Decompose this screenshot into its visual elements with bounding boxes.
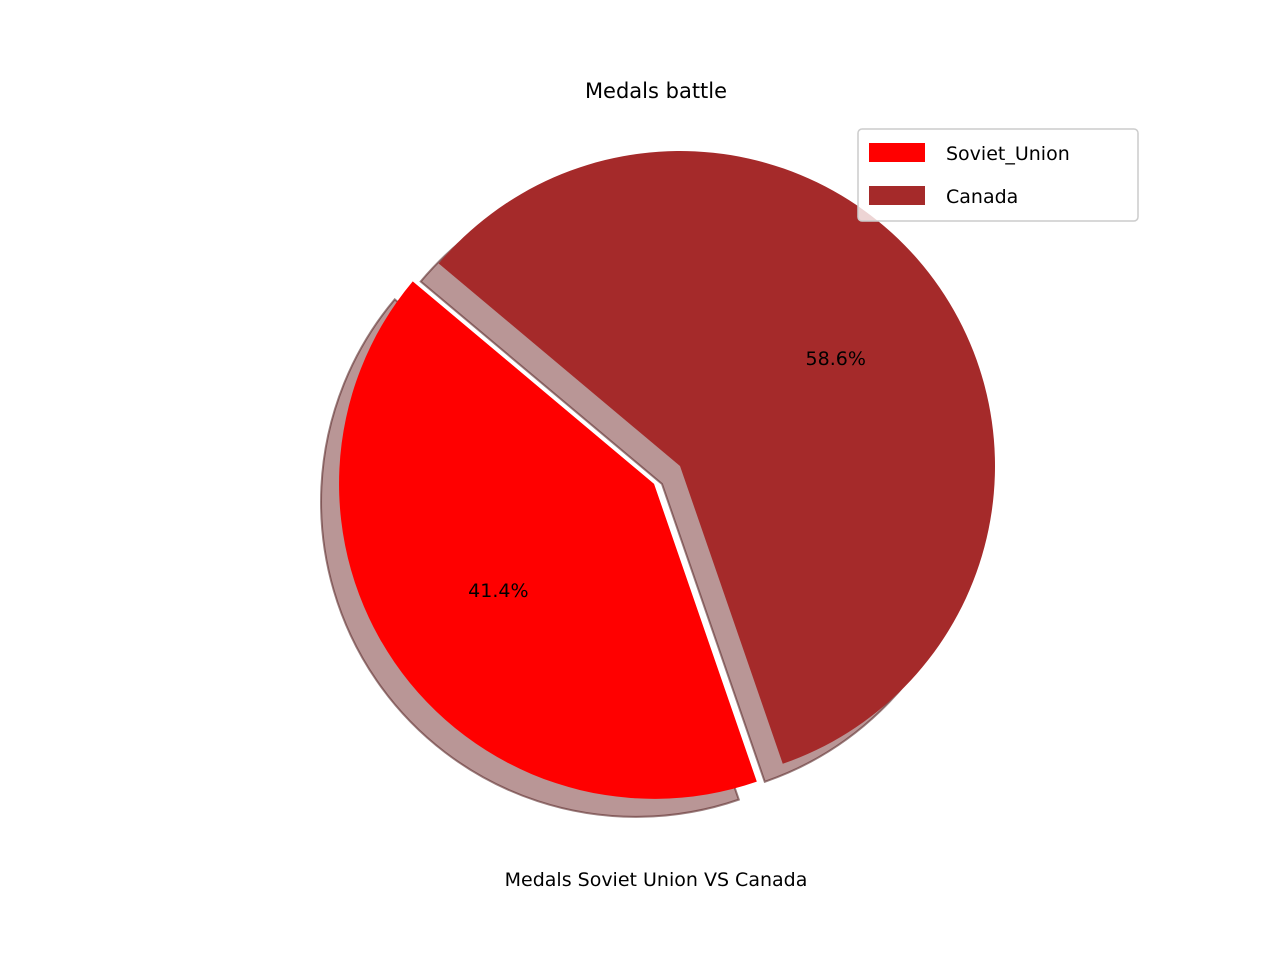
pie-slice-canada bbox=[438, 151, 996, 764]
legend-swatch-canada bbox=[869, 186, 925, 205]
chart-title: Medals battle bbox=[585, 79, 727, 103]
pie-slice-soviet-union bbox=[339, 281, 757, 799]
pct-label-soviet-union: 41.4% bbox=[468, 580, 528, 602]
legend-frame bbox=[857, 128, 1139, 222]
legend-label-canada: Canada bbox=[946, 186, 1018, 208]
legend-label-soviet-union: Soviet_Union bbox=[946, 143, 1070, 165]
pie-slices bbox=[339, 151, 996, 799]
percentage-labels: 41.4% 58.6% bbox=[468, 348, 866, 602]
pct-label-canada: 58.6% bbox=[806, 348, 866, 370]
legend: Soviet_Union Canada bbox=[857, 128, 1139, 222]
legend-swatch-soviet-union bbox=[869, 143, 925, 162]
x-axis-label: Medals Soviet Union VS Canada bbox=[505, 869, 808, 891]
